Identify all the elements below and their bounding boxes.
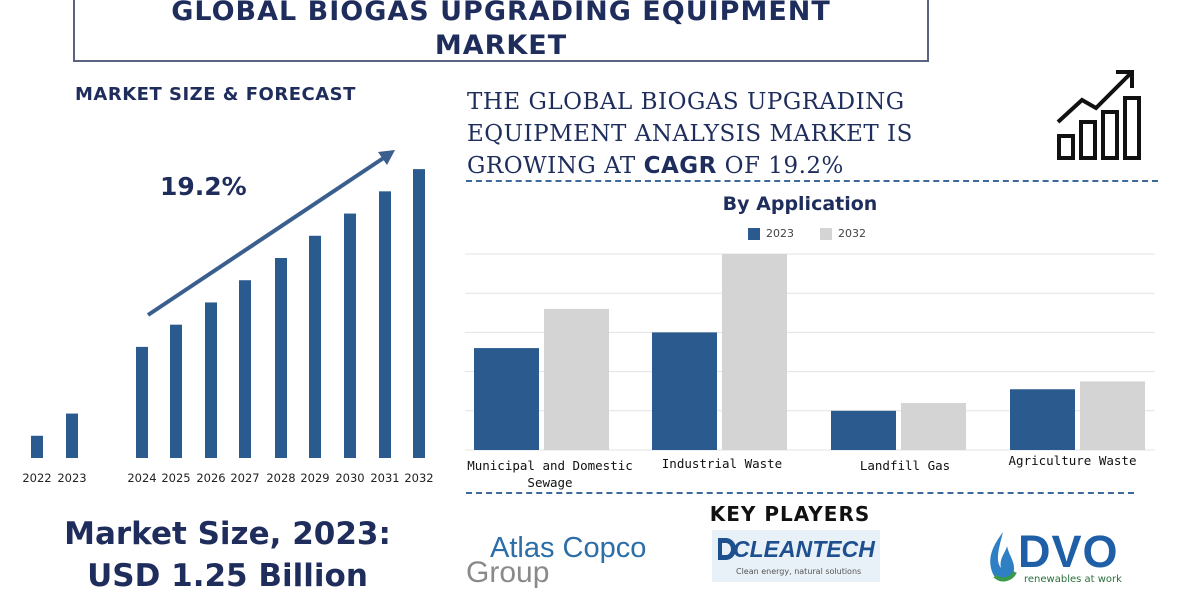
- category-label-municipal: Municipal and Domestic Sewage: [467, 458, 633, 490]
- forecast-year-label-2027: 2027: [230, 471, 260, 485]
- forecast-year-label-2031: 2031: [370, 471, 400, 485]
- app-bar-2032-3: [1080, 381, 1145, 450]
- forecast-year-label-2024: 2024: [127, 471, 157, 485]
- forecast-bar-2028: [275, 258, 287, 458]
- divider-bottom: [466, 492, 1134, 494]
- forecast-year-label-2023: 2023: [57, 471, 87, 485]
- forecast-bar-2030: [344, 213, 356, 458]
- headline-line-3: GROWING AT CAGR OF 19.2%: [467, 150, 913, 182]
- growth-chart-icon: [1056, 70, 1141, 160]
- atlas-copco-logo-group: Group: [466, 556, 550, 589]
- cleantech-logo: [712, 530, 880, 582]
- legend-swatch-2032: [820, 227, 832, 240]
- forecast-bar-2022: [31, 435, 43, 458]
- app-bar-2023-0: [474, 348, 539, 450]
- headline-cagr: CAGR: [643, 153, 717, 179]
- market-size-line-1: Market Size, 2023:: [64, 516, 391, 552]
- app-bar-2032-0: [544, 308, 609, 450]
- legend-label-2023: 2023: [766, 227, 794, 240]
- cleantech-logo-tagline: Clean energy, natural solutions: [736, 567, 862, 576]
- app-bar-2023-1: [652, 332, 717, 450]
- forecast-bar-2027: [239, 280, 251, 458]
- application-chart: [465, 253, 1155, 451]
- forecast-year-label-2025: 2025: [161, 471, 191, 485]
- forecast-bar-2029: [309, 235, 321, 458]
- legend-label-2032: 2032: [838, 227, 866, 240]
- forecast-year-label-2022: 2022: [22, 471, 52, 485]
- category-label-industrial: Industrial Waste: [661, 456, 783, 471]
- cleantech-logo-name: CLEANTECH: [733, 536, 875, 562]
- title-banner: GLOBAL BIOGAS UPGRADING EQUIPMENT MARKET: [73, 0, 929, 62]
- app-bar-2032-1: [722, 254, 787, 450]
- cleantech-d-icon: [718, 538, 736, 560]
- growth-arrow-line: [146, 153, 390, 317]
- forecast-bar-2032: [413, 169, 425, 458]
- headline-line-2: EQUIPMENT ANALYSIS MARKET IS: [467, 121, 913, 147]
- key-players-heading: KEY PLAYERS: [709, 502, 871, 526]
- headline-post: OF 19.2%: [716, 153, 844, 179]
- title-line-2: MARKET: [434, 30, 568, 61]
- dvo-logo-tagline: renewables at work: [1024, 574, 1122, 585]
- headline-text: THE GLOBAL BIOGAS UPGRADING EQUIPMENT AN…: [467, 86, 913, 182]
- atlas-copco-logo-text: Atlas Copco: [490, 532, 647, 564]
- forecast-bar-2031: [379, 191, 391, 459]
- app-bar-2023-3: [1010, 389, 1075, 450]
- category-label-landfill: Landfill Gas: [859, 458, 951, 473]
- forecast-bar-2023: [66, 413, 78, 458]
- forecast-year-label-2026: 2026: [196, 471, 226, 485]
- headline-pre: GROWING AT: [467, 153, 644, 179]
- growth-arrow-head: [378, 150, 395, 165]
- legend-swatch-2023: [748, 227, 760, 240]
- title-line-1: GLOBAL BIOGAS UPGRADING EQUIPMENT: [171, 0, 831, 27]
- forecast-year-label-2032: 2032: [404, 471, 434, 485]
- market-size-text: Market Size, 2023: USD 1.25 Billion: [40, 513, 415, 597]
- forecast-year-label-2029: 2029: [300, 471, 330, 485]
- application-chart-title: By Application: [722, 193, 878, 215]
- category-label-agriculture: Agriculture Waste: [1008, 453, 1137, 468]
- cagr-annotation: 19.2%: [160, 172, 247, 201]
- headline-line-1: THE GLOBAL BIOGAS UPGRADING: [467, 89, 905, 115]
- dvo-logo-name: DVO: [1018, 526, 1119, 577]
- forecast-chart: [31, 150, 425, 459]
- forecast-bar-2026: [205, 302, 217, 458]
- app-bar-2023-2: [831, 410, 896, 450]
- forecast-bar-2025: [170, 324, 182, 458]
- application-legend: 2023 2032: [748, 227, 866, 240]
- market-size-line-2: USD 1.25 Billion: [87, 558, 368, 594]
- forecast-year-label-2030: 2030: [335, 471, 365, 485]
- forecast-bar-2024: [136, 346, 148, 458]
- market-size-heading: MARKET SIZE & FORECAST: [75, 84, 356, 105]
- dvo-flame-icon: [990, 532, 1017, 582]
- app-bar-2032-2: [901, 402, 966, 450]
- divider-top: [466, 180, 1158, 182]
- forecast-year-label-2028: 2028: [266, 471, 296, 485]
